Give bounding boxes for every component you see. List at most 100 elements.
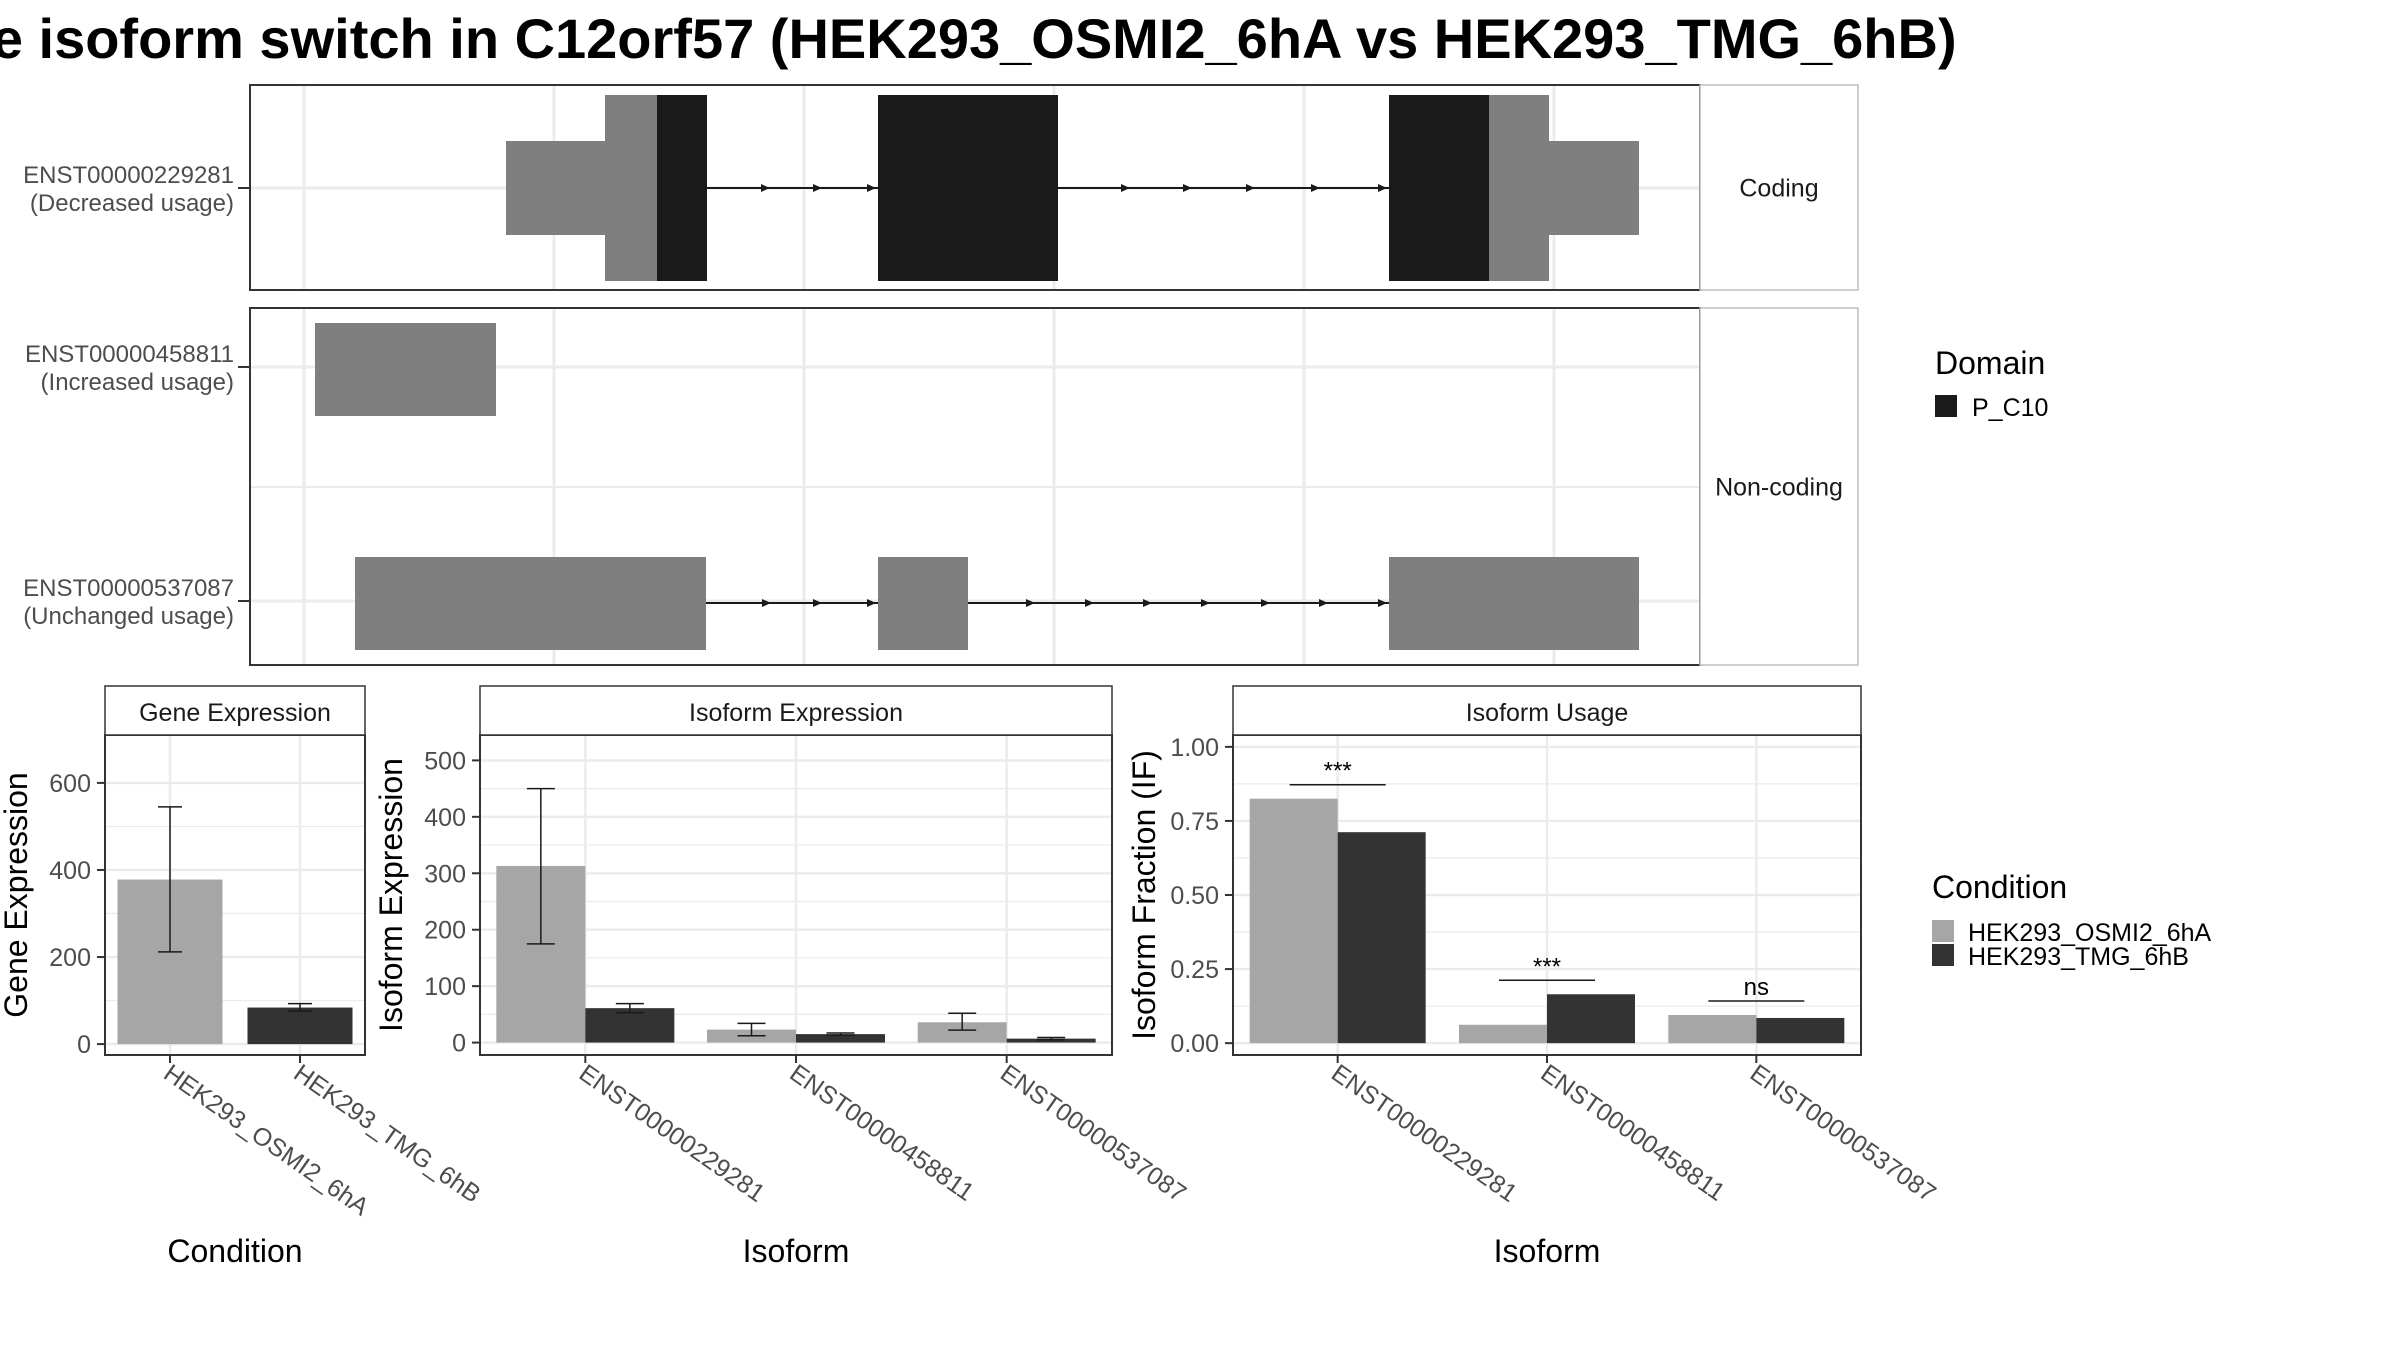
y-axis-title: Isoform Expression <box>373 758 409 1032</box>
x-axis-title: Isoform <box>743 1233 850 1269</box>
exon-segment <box>878 557 968 650</box>
panel-title: Isoform Expression <box>689 699 903 727</box>
bar <box>1756 1017 1845 1044</box>
intron-arrow <box>1143 599 1152 607</box>
bar <box>917 1022 1007 1043</box>
bar <box>1547 994 1635 1044</box>
transcript-ENST00000458811 <box>315 323 496 416</box>
significance-label: *** <box>1533 953 1561 980</box>
y-axis-title: Isoform Fraction (IF) <box>1126 750 1162 1040</box>
y-tick-label: 0.25 <box>1170 956 1219 984</box>
y-tick-label: 300 <box>424 860 466 888</box>
intron-arrow <box>867 184 876 192</box>
domain-legend-label: P_C10 <box>1972 394 2048 422</box>
significance-label: ns <box>1744 974 1769 1001</box>
x-axis-title: Condition <box>167 1233 302 1269</box>
panel-strip <box>479 685 1113 736</box>
bar <box>585 1008 675 1043</box>
bar <box>1006 1038 1096 1043</box>
bar-chart-3: *** *** ns Isoform Usage 0.00 0.25 0.50 0.75 1.0… <box>1126 685 1941 1269</box>
bar <box>1337 832 1426 1044</box>
intron-arrow <box>1201 599 1210 607</box>
intron-arrow <box>1183 184 1192 192</box>
intron-arrow <box>1311 184 1320 192</box>
group-strip <box>1699 307 1859 666</box>
x-tick-label: HEK293_OSMI2_6hA <box>159 1059 375 1222</box>
x-tick-label: ENST00000537087 <box>995 1059 1191 1208</box>
significance-label: *** <box>1324 758 1352 785</box>
exon-segment <box>355 557 706 650</box>
transcript-usage-label: (Decreased usage) <box>30 190 234 217</box>
y-axis-title: Gene Expression <box>0 772 34 1017</box>
exon-segment <box>605 95 657 281</box>
bar-chart-2: Isoform Expression 0 100 200 300 400 500 ENST00… <box>373 685 1191 1269</box>
figure-title: The isoform switch in C12orf57 (HEK293_O… <box>0 7 1957 70</box>
y-tick-label: 1.00 <box>1170 734 1219 762</box>
y-tick-label: 200 <box>49 944 91 972</box>
bar <box>796 1034 885 1043</box>
intron-arrow <box>762 599 771 607</box>
bar <box>247 1007 353 1045</box>
intron-arrow <box>1085 599 1094 607</box>
y-tick-label: 100 <box>424 973 466 1001</box>
intron-arrow <box>1378 599 1387 607</box>
y-tick-label: 0 <box>452 1030 466 1058</box>
domain-legend-swatch <box>1935 395 1957 417</box>
transcript-structure: Coding ENST00000229281(Decreased usage) No… <box>23 84 1859 666</box>
transcript-ENST00000229281 <box>506 95 1639 281</box>
structure-panel-1: Coding ENST00000229281(Decreased usage) <box>23 84 1859 291</box>
transcript-ENST00000537087 <box>355 557 1639 650</box>
condition-legend-label: HEK293_OSMI2_6hA <box>1968 919 2212 947</box>
transcript-id-label: ENST00000537087 <box>23 575 234 602</box>
y-tick-label: 0 <box>77 1031 91 1059</box>
transcript-id-label: ENST00000229281 <box>23 162 234 189</box>
intron-arrow <box>1026 599 1035 607</box>
x-tick-label: ENST00000458811 <box>1536 1059 1730 1207</box>
y-tick-label: 0.00 <box>1170 1030 1219 1058</box>
condition-legend-swatch <box>1932 944 1954 966</box>
x-tick-label: ENST00000458811 <box>785 1059 979 1207</box>
group-strip <box>1699 84 1859 291</box>
bar <box>1249 798 1338 1044</box>
condition-legend-label: HEK293_TMG_6hB <box>1968 943 2189 971</box>
condition-legend-title: Condition <box>1932 869 2067 905</box>
intron-arrow <box>1378 184 1387 192</box>
panel-title: Gene Expression <box>139 699 331 727</box>
transcript-usage-label: (Unchanged usage) <box>23 603 234 630</box>
exon-segment <box>1489 95 1549 281</box>
intron-arrow <box>1261 599 1270 607</box>
utr-segment <box>506 141 606 235</box>
y-tick-label: 600 <box>49 770 91 798</box>
transcript-usage-label: (Increased usage) <box>41 369 234 396</box>
bar-chart-1: Gene Expression 0 200 400 600 HEK293_OSMI2_6h… <box>0 685 486 1269</box>
exon-segment <box>1389 557 1639 650</box>
y-tick-label: 400 <box>424 804 466 832</box>
y-tick-label: 500 <box>424 747 466 775</box>
intron-arrow <box>867 599 876 607</box>
transcript-id-label: ENST00000458811 <box>25 341 234 368</box>
panel-strip <box>1232 685 1862 736</box>
intron-arrow <box>1319 599 1328 607</box>
panel-title: Isoform Usage <box>1466 699 1629 727</box>
x-axis-title: Isoform <box>1494 1233 1601 1269</box>
condition-legend-swatch <box>1932 920 1954 942</box>
domain-legend: Domain P_C10 <box>1935 345 2048 422</box>
x-tick-label: ENST00000229281 <box>574 1059 770 1208</box>
group-strip-label: Non-coding <box>1715 474 1843 502</box>
utr-segment <box>1548 141 1639 235</box>
y-tick-label: 400 <box>49 857 91 885</box>
y-tick-label: 200 <box>424 917 466 945</box>
x-tick-label: ENST00000229281 <box>1326 1059 1522 1208</box>
intron-arrow <box>761 184 770 192</box>
domain-segment <box>1389 95 1490 281</box>
intron-arrow <box>813 184 822 192</box>
exon-segment <box>315 323 496 416</box>
bar <box>1459 1024 1547 1044</box>
intron-arrow <box>1246 184 1255 192</box>
panel-strip <box>104 685 366 736</box>
domain-legend-title: Domain <box>1935 345 2045 381</box>
domain-segment <box>657 95 707 281</box>
group-strip-label: Coding <box>1739 175 1818 203</box>
